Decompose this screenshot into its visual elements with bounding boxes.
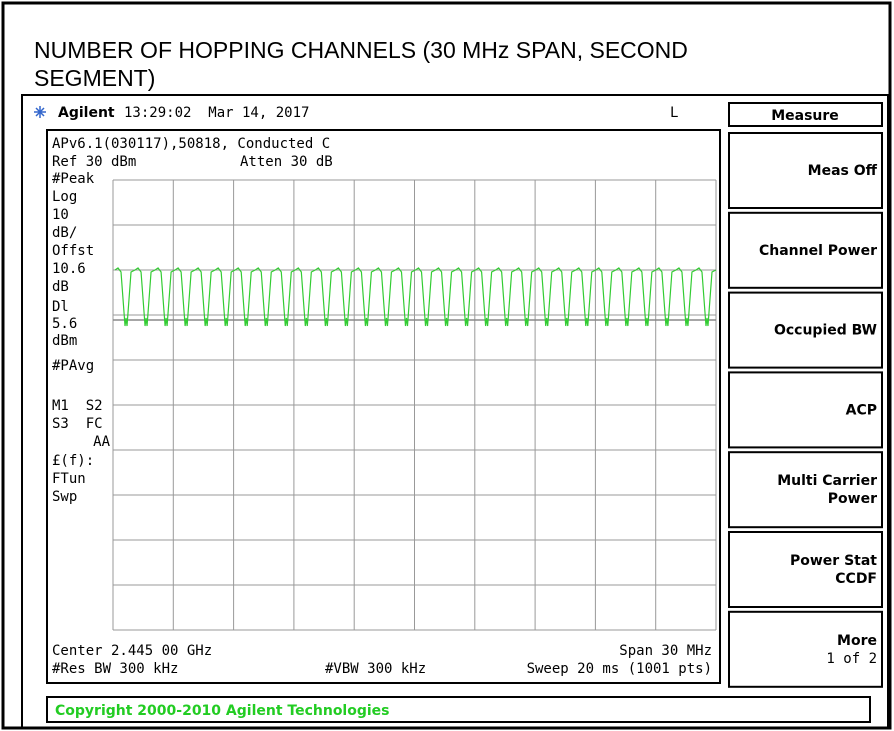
annotation: 10 bbox=[52, 207, 69, 223]
annotation: 5.6 bbox=[52, 316, 77, 332]
title-line: NUMBER OF HOPPING CHANNELS (30 MHz SPAN,… bbox=[34, 37, 688, 63]
mode: L bbox=[670, 105, 678, 121]
softkey-label: 1 of 2 bbox=[826, 651, 877, 667]
copyright: Copyright 2000-2010 Agilent Technologies bbox=[55, 703, 390, 719]
annotation: AA bbox=[93, 434, 110, 450]
softkey[interactable] bbox=[728, 610, 883, 688]
softkey-label: Occupied BW bbox=[774, 323, 877, 339]
softkey[interactable] bbox=[728, 371, 883, 449]
trace bbox=[114, 267, 717, 327]
annotation: Offst bbox=[52, 243, 94, 259]
softkey-label: ACP bbox=[846, 402, 877, 418]
softkey[interactable] bbox=[728, 531, 883, 608]
sweep: Sweep 20 ms (1001 pts) bbox=[527, 661, 712, 677]
softkey[interactable] bbox=[728, 291, 883, 369]
datetime: 13:29:02 Mar 14, 2017 bbox=[124, 105, 309, 121]
annotation: dB/ bbox=[52, 225, 77, 241]
menu-title-box bbox=[728, 102, 883, 127]
menu-title: Measure bbox=[771, 108, 839, 124]
softkey-label: Power Stat bbox=[790, 553, 877, 569]
softkey-label: Channel Power bbox=[759, 243, 877, 259]
res-bw: #Res BW 300 kHz bbox=[52, 661, 178, 677]
annotation: #PAvg bbox=[52, 358, 94, 374]
annotation: 10.6 bbox=[52, 261, 86, 277]
softkey-label: Multi Carrier bbox=[777, 473, 877, 489]
annotation: Log bbox=[52, 189, 77, 205]
annotation: FTun bbox=[52, 471, 86, 487]
annotation: S3 FC bbox=[52, 416, 103, 432]
graticule bbox=[112, 179, 717, 631]
attenuation: Atten 30 dB bbox=[240, 154, 333, 170]
vbw: #VBW 300 kHz bbox=[325, 661, 426, 677]
annotation: #Peak bbox=[52, 171, 95, 187]
ref-level: Ref 30 dBm bbox=[52, 154, 136, 170]
softkey-label: Meas Off bbox=[808, 163, 878, 179]
annotation: dB bbox=[52, 279, 69, 295]
annotation: M1 S2 bbox=[52, 398, 103, 414]
title-line: SEGMENT) bbox=[34, 65, 155, 91]
softkey-label: More bbox=[837, 633, 877, 649]
brand: Agilent bbox=[58, 105, 115, 121]
softkey[interactable] bbox=[728, 451, 883, 529]
agilent-logo bbox=[34, 106, 46, 118]
status-bar bbox=[46, 696, 871, 723]
softkey-label: CCDF bbox=[835, 571, 877, 587]
annotation: £(f): bbox=[52, 453, 94, 469]
screen-frame bbox=[46, 129, 721, 684]
softkeys: Meas Off Channel Power Occupied BW ACP Multi… bbox=[728, 132, 883, 688]
softkey[interactable] bbox=[728, 211, 883, 289]
info-line: APv6.1(030117),50818, Conducted C bbox=[52, 136, 330, 152]
annotation: dBm bbox=[52, 333, 77, 349]
annotation: Dl bbox=[52, 299, 69, 315]
center-freq: Center 2.445 00 GHz bbox=[52, 643, 212, 659]
annotation: Swp bbox=[52, 489, 77, 505]
softkey[interactable] bbox=[728, 132, 883, 209]
instrument-frame bbox=[21, 94, 889, 729]
softkey-label: Power bbox=[828, 491, 877, 507]
span: Span 30 MHz bbox=[619, 643, 712, 659]
